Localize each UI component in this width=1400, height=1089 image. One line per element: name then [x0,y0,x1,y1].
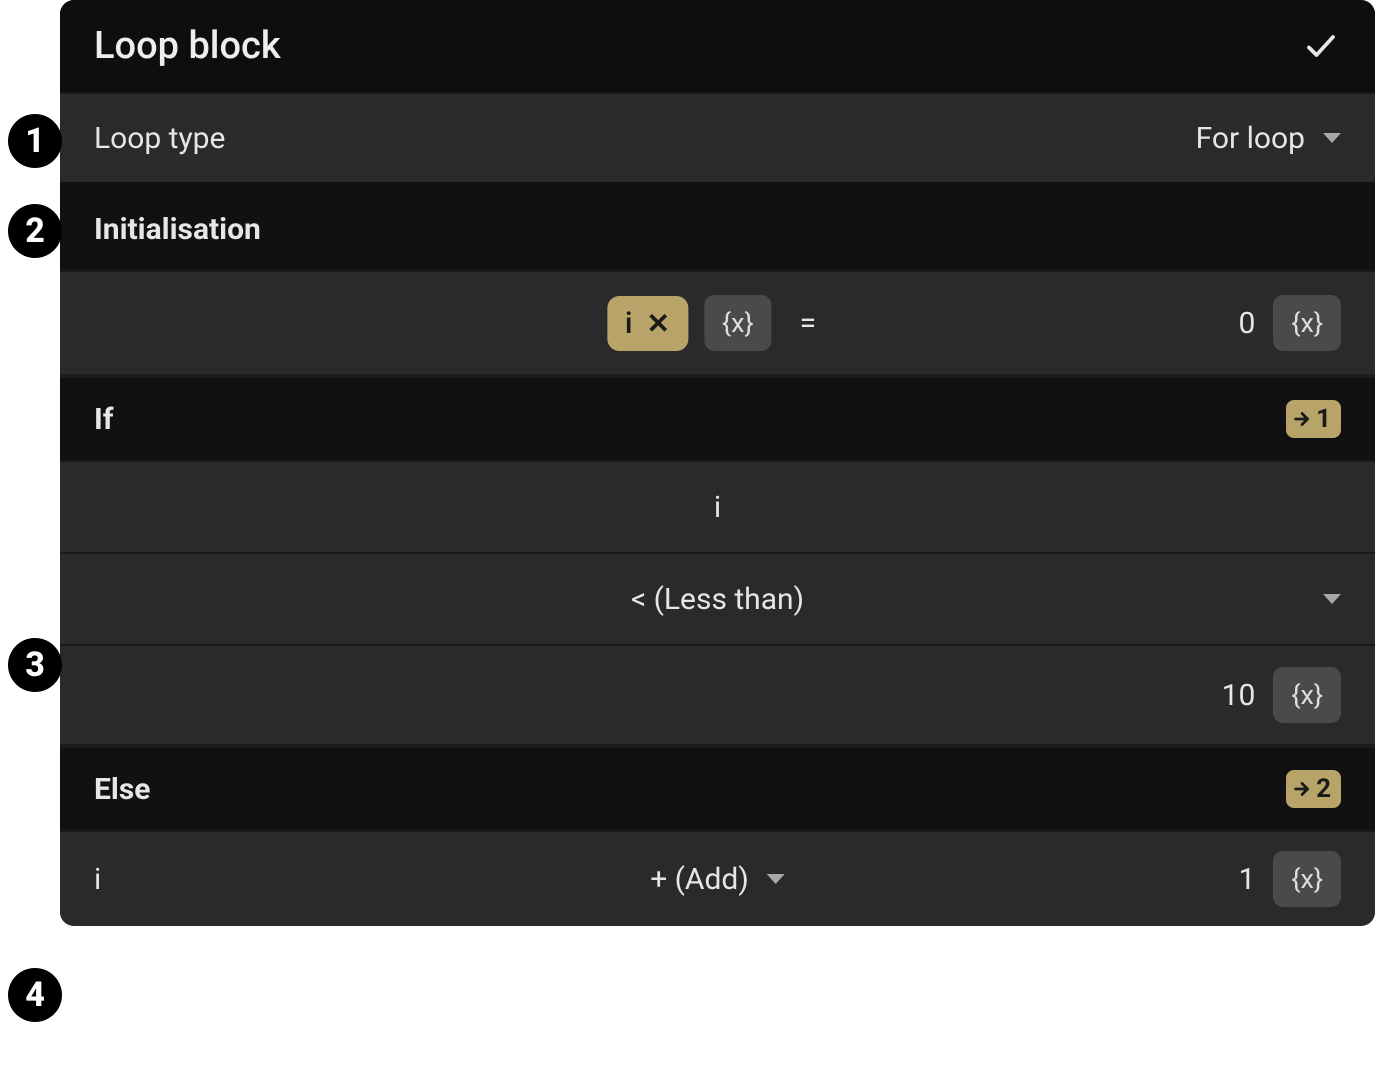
confirm-icon[interactable] [1301,26,1341,66]
increment-row: i + (Add) 1 {x} [60,830,1375,926]
init-right-variable-picker-button[interactable]: {x} [1273,295,1341,351]
increment-variable-picker-button[interactable]: {x} [1273,851,1341,907]
if-variable: i [94,490,1341,525]
remove-variable-icon[interactable]: ✕ [647,307,670,340]
if-output-badge-number: 1 [1316,404,1331,434]
loop-block-panel: Loop block Loop type For loop Initialisa… [60,0,1375,926]
annotation-1: 1 [8,114,62,168]
if-value[interactable]: 10 [1222,678,1256,713]
annotation-4: 4 [8,968,62,1022]
loop-type-label: Loop type [94,121,225,156]
if-heading-row: If 1 [60,378,1375,460]
initialisation-heading-row: Initialisation [60,188,1375,270]
increment-operator-dropdown[interactable]: + (Add) [650,862,785,897]
equals-label: = [800,306,816,341]
if-value-row: 10 {x} [60,644,1375,744]
panel-header: Loop block [60,0,1375,92]
if-heading: If [94,402,114,437]
if-variable-row[interactable]: i [60,460,1375,552]
chevron-down-icon [1323,133,1341,143]
panel-title: Loop block [94,24,281,68]
if-operator-dropdown[interactable]: < (Less than) [94,582,1341,617]
loop-type-value: For loop [1196,121,1305,156]
if-operator-label: < (Less than) [631,582,804,617]
annotation-2: 2 [8,204,62,258]
chevron-down-icon [767,874,785,884]
else-heading-row: Else 2 [60,748,1375,830]
init-value[interactable]: 0 [1238,306,1255,341]
else-heading: Else [94,772,150,807]
increment-value[interactable]: 1 [1238,862,1255,897]
initialisation-row: i ✕ {x} = 0 {x} [60,270,1375,374]
init-variable-chip[interactable]: i ✕ [607,296,688,351]
else-output-badge[interactable]: 2 [1286,770,1341,808]
if-variable-picker-button[interactable]: {x} [1273,667,1341,723]
loop-type-dropdown[interactable]: For loop [1196,121,1341,156]
annotation-3: 3 [8,638,62,692]
initialisation-heading: Initialisation [94,212,261,247]
increment-operator-label: + (Add) [650,862,749,897]
chevron-down-icon [1323,594,1341,604]
init-left-variable-picker-button[interactable]: {x} [704,295,772,351]
loop-type-row: Loop type For loop [60,92,1375,182]
if-operator-row[interactable]: < (Less than) [60,552,1375,644]
if-output-badge[interactable]: 1 [1286,400,1341,438]
init-variable-name: i [625,306,633,341]
else-output-badge-number: 2 [1316,774,1331,804]
increment-variable[interactable]: i [94,862,101,897]
